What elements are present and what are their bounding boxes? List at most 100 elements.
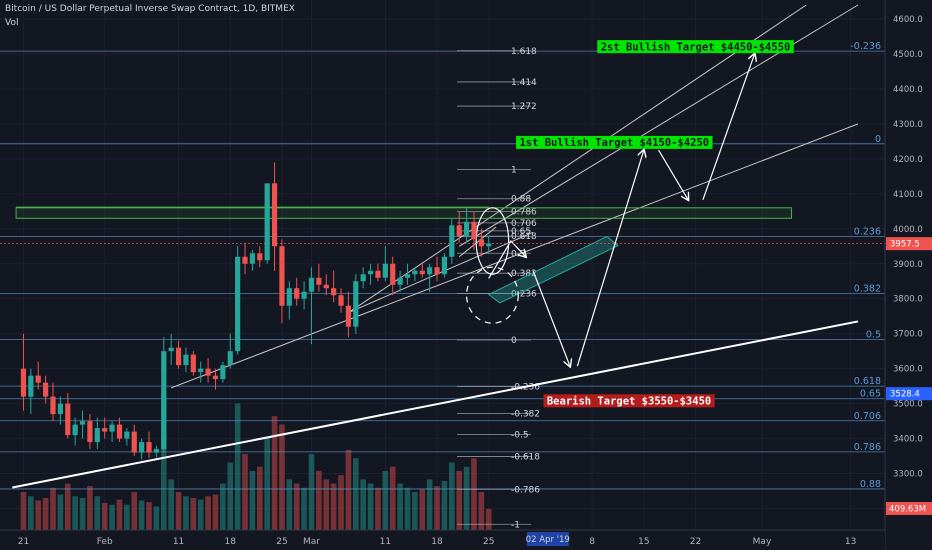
fib-middle-label: 0.236 [511, 289, 537, 299]
volume-bar [434, 486, 440, 530]
price-tick-label: 3400.0 [893, 435, 923, 445]
candle-body [146, 442, 152, 453]
candle-body [20, 368, 27, 397]
time-tick-label: Mar [303, 537, 320, 547]
candle-body [109, 424, 115, 432]
candle-body [449, 225, 455, 257]
volume-bar [28, 496, 34, 530]
volume-bar [64, 483, 71, 530]
volume-bar [227, 462, 234, 530]
volume-bar [279, 424, 285, 530]
fib-right-label: 0.236 [854, 226, 881, 237]
candle-body [50, 396, 56, 415]
fib-middle-label: 0.786 [511, 208, 537, 218]
volume-bar [57, 494, 64, 530]
candle-body [308, 277, 315, 292]
price-tick-label: 3800.0 [893, 295, 923, 305]
time-tick-label: 18 [431, 537, 443, 547]
candle-body [353, 281, 359, 327]
volume-bar [316, 470, 322, 530]
fib-right-label: 0.65 [860, 389, 881, 400]
fib-middle-label: -0.382 [511, 409, 540, 419]
candle-body [427, 267, 433, 275]
volume-bar [160, 395, 167, 530]
candle-body [198, 368, 204, 373]
bull-flag [487, 235, 619, 304]
price-marker-tag-box [886, 387, 932, 401]
pattern-ellipse [475, 207, 510, 275]
fib-middle-label: 0.618 [511, 232, 537, 242]
time-tick-label: 25 [276, 537, 287, 547]
projection-arrow [488, 240, 526, 279]
fib-middle-label: -0.618 [511, 452, 540, 462]
volume-bar [323, 479, 330, 530]
time-tick-label: Feb [97, 537, 113, 547]
volume-bar [116, 499, 123, 530]
annotations-layer: 2st Bullish Target $4450-$4550 1st Bullis… [516, 40, 794, 408]
fib-right-label: 0.382 [854, 283, 881, 294]
fib-middle-label: -0.5 [511, 430, 529, 440]
target-label: 2st Bullish Target $4450-$4550 [601, 41, 791, 53]
volume-bar [412, 492, 418, 530]
volume-bar [146, 502, 152, 530]
volume-bar [94, 496, 101, 530]
candle-body [338, 295, 344, 306]
resistance-zone [15, 207, 793, 219]
candle-body [94, 428, 100, 443]
volume-bar [175, 492, 182, 530]
fib-middle-label: 0.706 [511, 219, 537, 229]
candle-body [57, 403, 63, 415]
volume-bar [220, 483, 226, 530]
price-tick-label: 4000.0 [893, 225, 923, 235]
volume-bar [42, 497, 49, 530]
price-tick-label: 4400.0 [893, 85, 923, 95]
volume-bar [271, 416, 278, 530]
time-axis-bg [0, 530, 885, 550]
fib-right-label: 0.786 [854, 442, 881, 453]
volume-indicator-label[interactable]: Vol [5, 18, 19, 28]
time-highlight-box [526, 532, 569, 546]
candle-body [168, 347, 174, 352]
candle-body [471, 221, 477, 240]
volume-bar [360, 479, 366, 530]
wedge-low-line [348, 231, 534, 314]
candle-body [478, 239, 484, 247]
volume-bar [79, 497, 86, 530]
candle-body [316, 277, 322, 285]
volume-bar [197, 499, 204, 530]
projection-arrow [532, 270, 570, 366]
volume-bar [353, 458, 359, 530]
volume-bar [397, 483, 403, 530]
fib-right-label: 0.5 [866, 330, 881, 341]
volume-bar [109, 504, 115, 530]
volume-bar [286, 479, 293, 530]
candle-body [456, 225, 462, 236]
price-tick-label: 4100.0 [893, 190, 923, 200]
candle-body [390, 263, 396, 285]
candle-body [220, 365, 226, 380]
candle-body [486, 243, 492, 247]
fib-right-label: 0.88 [860, 479, 881, 490]
volume-bar [212, 494, 219, 530]
candle-body [131, 431, 137, 453]
fib-middle-label: 0 [511, 336, 517, 346]
candle-body [382, 263, 388, 278]
channel-upper-line [348, 4, 807, 314]
candle-body [345, 305, 352, 327]
volume-bar [404, 487, 411, 530]
volume-bar [190, 497, 197, 530]
candle-body [227, 351, 233, 366]
candle-body [397, 277, 403, 285]
candle-body [441, 256, 448, 275]
target-label-box [543, 394, 715, 408]
volume-bar [20, 492, 27, 530]
projection-arrow [658, 149, 689, 200]
volume-bar [234, 403, 241, 530]
candles-layer [20, 162, 492, 460]
candle-body [190, 354, 196, 373]
candle-body [279, 246, 285, 306]
fib-right-label: 0.618 [854, 376, 881, 387]
target-label: 1st Bullish Target $4150-$4250 [519, 137, 709, 149]
